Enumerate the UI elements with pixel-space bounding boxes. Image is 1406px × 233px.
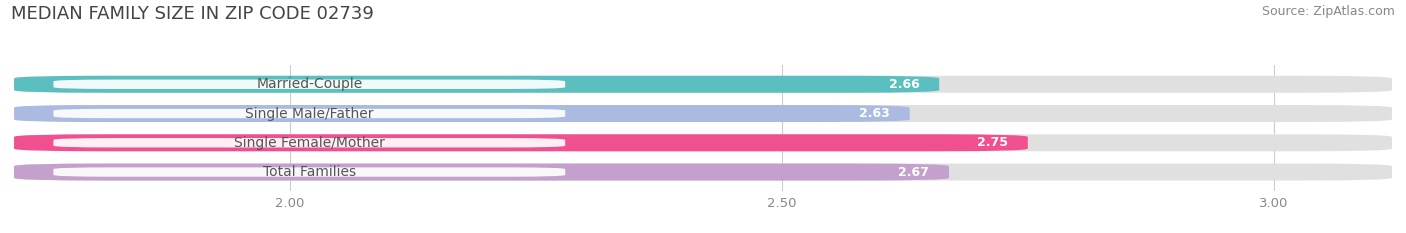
Text: 2.75: 2.75 [977, 136, 1008, 149]
FancyBboxPatch shape [14, 105, 1392, 122]
FancyBboxPatch shape [53, 109, 565, 118]
Text: 2.67: 2.67 [898, 165, 929, 178]
Text: 2.63: 2.63 [859, 107, 890, 120]
Text: Married-Couple: Married-Couple [256, 77, 363, 91]
FancyBboxPatch shape [53, 138, 565, 147]
FancyBboxPatch shape [53, 167, 565, 177]
FancyBboxPatch shape [14, 76, 939, 93]
FancyBboxPatch shape [14, 134, 1028, 151]
FancyBboxPatch shape [14, 105, 910, 122]
Text: Single Male/Father: Single Male/Father [245, 106, 374, 120]
FancyBboxPatch shape [14, 76, 1392, 93]
Text: Single Female/Mother: Single Female/Mother [233, 136, 385, 150]
Text: 2.66: 2.66 [889, 78, 920, 91]
FancyBboxPatch shape [53, 80, 565, 89]
FancyBboxPatch shape [14, 134, 1392, 151]
FancyBboxPatch shape [14, 164, 949, 181]
Text: MEDIAN FAMILY SIZE IN ZIP CODE 02739: MEDIAN FAMILY SIZE IN ZIP CODE 02739 [11, 5, 374, 23]
FancyBboxPatch shape [14, 164, 1392, 181]
Text: Total Families: Total Families [263, 165, 356, 179]
Text: Source: ZipAtlas.com: Source: ZipAtlas.com [1261, 5, 1395, 18]
